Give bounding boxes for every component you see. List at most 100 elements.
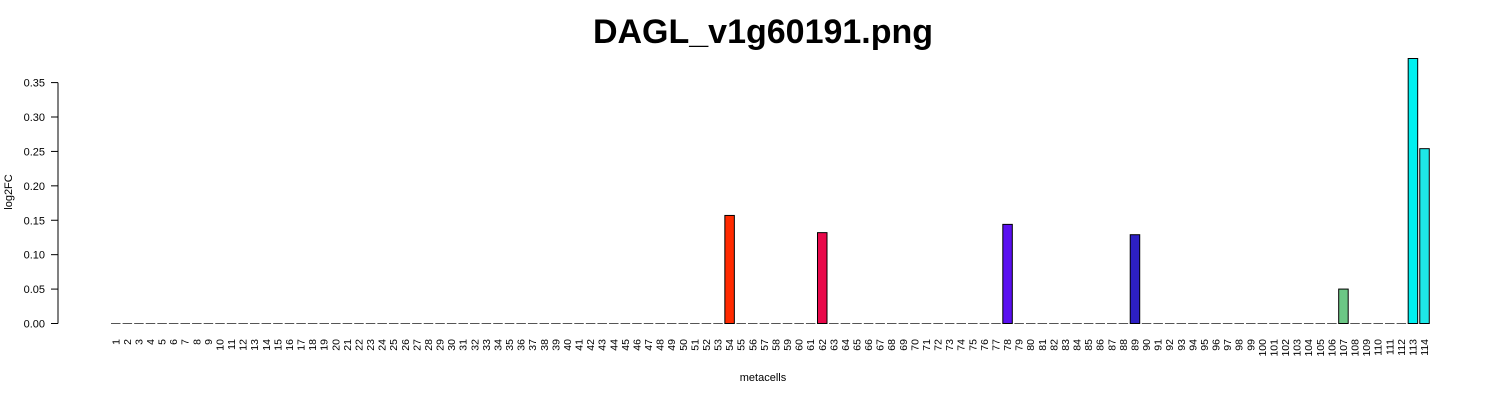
bar-8 <box>192 323 202 324</box>
x-tick-label-57: 57 <box>759 339 771 351</box>
x-tick-label-107: 107 <box>1338 339 1350 357</box>
x-tick-label-27: 27 <box>411 339 423 351</box>
bar-73 <box>944 323 955 324</box>
bar-93 <box>1176 323 1187 324</box>
x-tick-label-85: 85 <box>1083 339 1095 351</box>
bar-5 <box>157 323 167 324</box>
x-tick-label-55: 55 <box>736 339 748 351</box>
bar-2 <box>122 323 133 324</box>
x-tick-label-61: 61 <box>805 339 817 351</box>
x-tick-label-66: 66 <box>863 339 875 351</box>
bar-42 <box>585 323 596 324</box>
y-axis-label: log2FC <box>3 174 15 210</box>
x-tick-label-109: 109 <box>1361 339 1373 357</box>
x-tick-label-72: 72 <box>933 339 945 351</box>
bar-10 <box>215 323 225 324</box>
x-tick-label-42: 42 <box>585 339 597 351</box>
x-tick-label-46: 46 <box>631 339 643 351</box>
bar-14 <box>261 323 272 324</box>
x-tick-label-62: 62 <box>817 339 829 351</box>
x-tick-label-9: 9 <box>203 339 215 345</box>
x-tick-label-36: 36 <box>516 339 528 351</box>
y-tick-label: 0.05 <box>24 284 45 296</box>
bar-44 <box>609 323 619 324</box>
x-tick-label-111: 111 <box>1384 339 1396 355</box>
x-tick-label-89: 89 <box>1129 339 1141 351</box>
y-tick-label: 0.30 <box>24 112 45 124</box>
bar-31 <box>458 323 468 324</box>
bar-25 <box>388 323 399 324</box>
x-tick-label-49: 49 <box>666 339 678 351</box>
x-tick-label-64: 64 <box>840 339 852 351</box>
x-tick-label-112: 112 <box>1396 339 1408 356</box>
bar-6 <box>168 323 179 324</box>
x-tick-label-68: 68 <box>886 339 898 351</box>
bar-47 <box>643 323 654 324</box>
x-tick-label-59: 59 <box>782 339 794 351</box>
bars-group <box>111 58 1430 325</box>
bar-35 <box>504 323 515 324</box>
bar-30 <box>446 323 457 324</box>
x-tick-label-83: 83 <box>1060 339 1072 351</box>
x-tick-label-11: 11 <box>226 339 238 350</box>
bar-69 <box>898 323 909 324</box>
x-tick-label-71: 71 <box>921 339 933 351</box>
bar-97 <box>1222 323 1233 324</box>
x-tick-label-95: 95 <box>1199 339 1211 351</box>
x-tick-label-104: 104 <box>1303 339 1315 357</box>
bar-86 <box>1095 323 1105 324</box>
bar-58 <box>771 323 781 324</box>
y-tick-label: 0.00 <box>24 319 45 331</box>
x-tick-label-101: 101 <box>1268 339 1280 357</box>
x-tick-label-78: 78 <box>1002 339 1014 351</box>
bar-22 <box>354 323 364 324</box>
bar-50 <box>678 323 689 324</box>
bar-28 <box>423 323 434 324</box>
x-tick-label-47: 47 <box>643 339 655 351</box>
bar-107 <box>1338 288 1349 324</box>
bar-102 <box>1280 323 1291 324</box>
x-tick-label-56: 56 <box>747 339 759 351</box>
bar-88 <box>1118 323 1129 324</box>
bar-95 <box>1199 323 1210 324</box>
bar-12 <box>238 323 248 324</box>
bar-67 <box>875 323 885 324</box>
x-tick-label-29: 29 <box>435 339 447 351</box>
bar-83 <box>1060 323 1071 324</box>
x-tick-label-45: 45 <box>620 339 632 351</box>
bar-4 <box>145 323 156 324</box>
x-tick-label-84: 84 <box>1072 339 1084 351</box>
x-tick-label-22: 22 <box>353 339 365 351</box>
x-tick-label-43: 43 <box>597 339 609 351</box>
x-tick-label-41: 41 <box>574 339 586 351</box>
bar-7 <box>180 323 190 324</box>
bar-49 <box>666 323 677 324</box>
y-tick-label: 0.15 <box>24 215 45 227</box>
x-tick-label-54: 54 <box>724 339 736 351</box>
x-tick-label-98: 98 <box>1234 339 1246 351</box>
bar-52 <box>701 323 712 324</box>
bar-74 <box>956 323 966 324</box>
x-tick-label-50: 50 <box>678 339 690 351</box>
bar-91 <box>1153 323 1163 324</box>
bar-40 <box>562 323 573 324</box>
x-tick-label-3: 3 <box>133 339 145 345</box>
bar-33 <box>481 323 492 324</box>
x-tick-label-23: 23 <box>365 339 377 351</box>
y-axis: 0.00 0.05 0.10 0.15 0.20 0.25 0.30 0.35 <box>24 78 59 331</box>
x-tick-label-58: 58 <box>770 339 782 351</box>
x-tick-label-12: 12 <box>238 339 250 351</box>
bar-110 <box>1373 323 1383 324</box>
x-tick-label-37: 37 <box>527 339 539 351</box>
x-tick-label-75: 75 <box>967 339 979 351</box>
bar-77 <box>991 323 1001 324</box>
x-tick-label-92: 92 <box>1164 339 1176 351</box>
bar-55 <box>736 323 746 324</box>
x-tick-labels: 1 2 3 4 5 6 7 8 9 10 11 12 13 14 15 16 17 18 19 20 21 22 23 24 2… <box>110 339 1431 357</box>
x-tick-label-94: 94 <box>1187 339 1199 351</box>
bar-94 <box>1188 323 1198 324</box>
x-tick-label-82: 82 <box>1048 339 1060 351</box>
bar-90 <box>1141 323 1152 324</box>
x-tick-label-74: 74 <box>956 339 968 351</box>
bar-20 <box>331 323 341 324</box>
